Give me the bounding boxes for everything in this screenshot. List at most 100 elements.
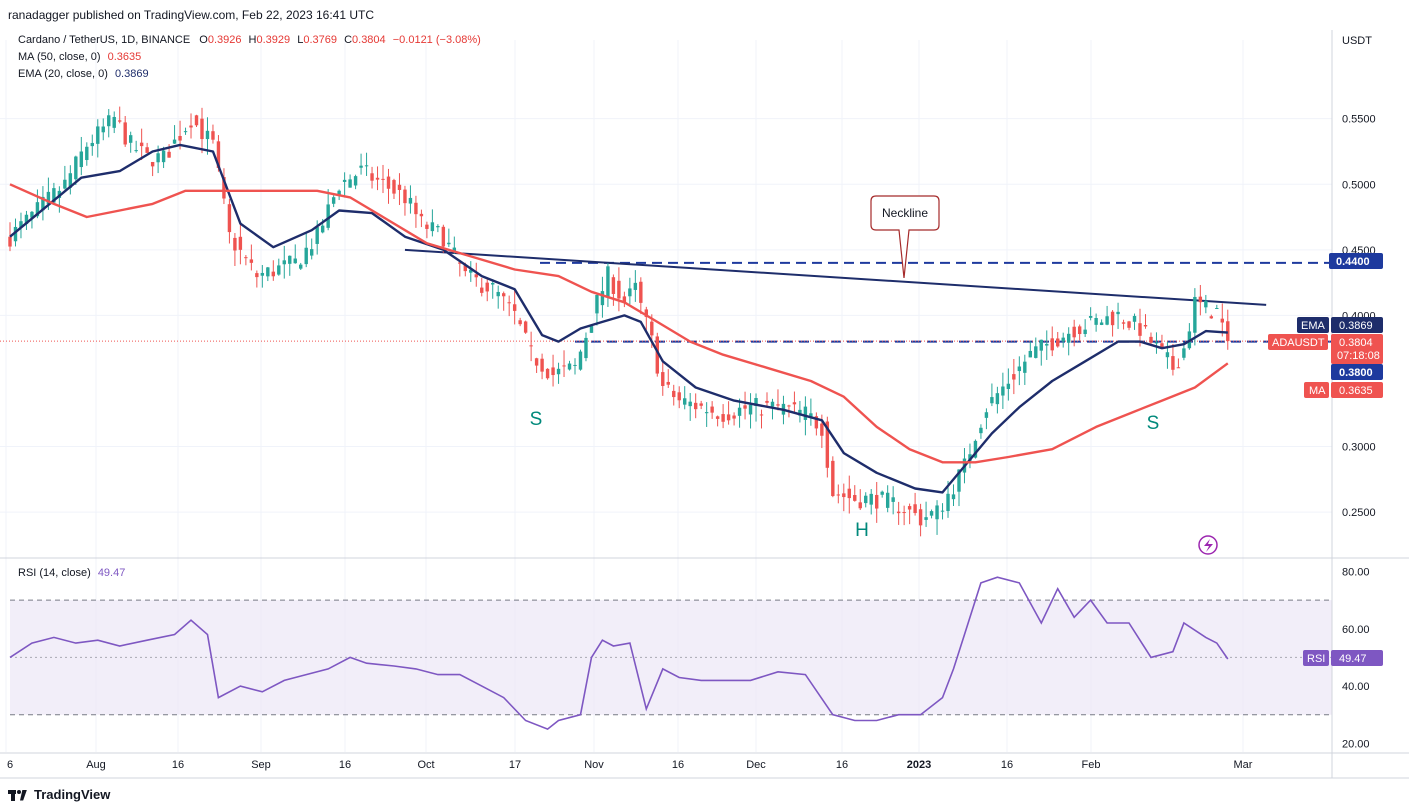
neckline-callout-text: Neckline (882, 206, 928, 220)
candle-body (666, 381, 670, 385)
candle-body (924, 517, 928, 520)
candle-body (331, 197, 336, 204)
tradingview-logo-icon (8, 788, 28, 802)
candle-body (715, 416, 720, 419)
candle-body (556, 368, 561, 375)
candle-body (551, 367, 555, 376)
candle-body (501, 293, 506, 297)
candle-body (611, 277, 616, 294)
candle-body (189, 125, 193, 128)
publisher-info: ranadagger published on TradingView.com,… (8, 8, 375, 22)
candle-body (672, 390, 676, 398)
ema-legend-value: 0.3869 (114, 68, 149, 80)
candle-body (951, 494, 956, 500)
candle-body (567, 363, 572, 370)
candle-body (1110, 311, 1115, 326)
candle-body (875, 494, 879, 509)
candle-body (693, 402, 698, 410)
price-tick-label: 0.3000 (1342, 442, 1376, 454)
rsi-name-text: RSI (1307, 653, 1325, 665)
candle-body (326, 204, 330, 228)
candle-body (809, 413, 813, 417)
symbol-name: Cardano / TetherUS, 1D, BINANCE (18, 34, 191, 46)
rsi-value-badge (1331, 650, 1383, 666)
candle-body (1149, 336, 1153, 343)
candle-body (118, 120, 122, 122)
axes: 0.55000.50000.45000.40000.30000.2500USDT… (0, 30, 1409, 779)
low-label: L (297, 34, 304, 46)
candle-body (458, 262, 462, 264)
time-tick-label: 16 (672, 759, 684, 771)
ema-name-text: EMA (1301, 320, 1326, 332)
level-0-3800-badge (1331, 364, 1383, 380)
candle-body (249, 259, 254, 263)
candle-body (759, 414, 764, 416)
candles (8, 106, 1230, 537)
candle-body (891, 497, 895, 502)
candle-body (1077, 326, 1082, 335)
candle-body (310, 249, 314, 256)
candle-body (364, 165, 369, 167)
candle-body (222, 177, 226, 199)
candle-body (1160, 343, 1164, 348)
candle-body (123, 122, 127, 145)
candle-body (1182, 348, 1186, 358)
candle-body (419, 213, 424, 217)
candle-body (523, 321, 528, 333)
candle-body (200, 118, 204, 140)
ema-value-badge (1331, 317, 1383, 333)
ema-legend-label: EMA (20, close, 0) (18, 68, 108, 80)
level-0-4400-badge (1329, 253, 1383, 269)
rsi-tick-label: 20.00 (1342, 738, 1370, 750)
candle-body (244, 257, 248, 259)
candle-body (288, 255, 292, 264)
time-tick-label: 16 (1001, 759, 1013, 771)
candle-body (584, 337, 588, 359)
candle-body (227, 204, 232, 233)
candle-body (1165, 352, 1170, 358)
high-value: 0.3929 (256, 34, 291, 46)
rsi-tick-label: 60.00 (1342, 624, 1370, 636)
candle-body (112, 116, 116, 128)
candle-body (677, 392, 681, 401)
candle-body (90, 142, 94, 147)
candle-body (24, 214, 29, 225)
footer-brand: TradingView (8, 787, 110, 802)
candle-body (578, 351, 583, 370)
candle-body (414, 202, 418, 215)
candle-body (1039, 339, 1043, 351)
candle-body (776, 404, 780, 406)
candle-body (13, 226, 18, 242)
candle-body (946, 493, 950, 512)
candle-body (1176, 367, 1181, 369)
time-tick-label: 16 (836, 759, 848, 771)
candle-body (74, 156, 78, 180)
candle-body (650, 321, 654, 336)
candle-body (628, 288, 632, 297)
candle-body (1056, 338, 1060, 347)
candle-body (8, 236, 12, 247)
candle-body (683, 398, 687, 405)
candle-body (353, 176, 358, 186)
candle-body (721, 414, 725, 422)
candle-body (644, 309, 649, 317)
candle-body (1198, 296, 1203, 303)
annotations: S H S Neckline (530, 195, 1218, 555)
candle-body (1099, 322, 1104, 325)
close-label: C (344, 34, 353, 46)
ma-value-text: 0.3635 (1339, 385, 1373, 397)
last-price-badge (1331, 334, 1383, 364)
candle-body (408, 197, 413, 204)
candle-body (480, 287, 484, 293)
candle-body (1226, 321, 1230, 342)
candle-body (595, 295, 599, 314)
candle-body (63, 179, 67, 189)
last-price-text: 0.3804 (1339, 337, 1373, 349)
candle-body (172, 139, 177, 144)
candle-body (754, 397, 758, 406)
candle-body (293, 258, 297, 264)
time-tick-label: 17 (509, 759, 521, 771)
candle-body (474, 274, 478, 278)
symbol-legend: Cardano / TetherUS, 1D, BINANCE O0.3926 … (18, 34, 481, 46)
candle-body (52, 188, 56, 203)
